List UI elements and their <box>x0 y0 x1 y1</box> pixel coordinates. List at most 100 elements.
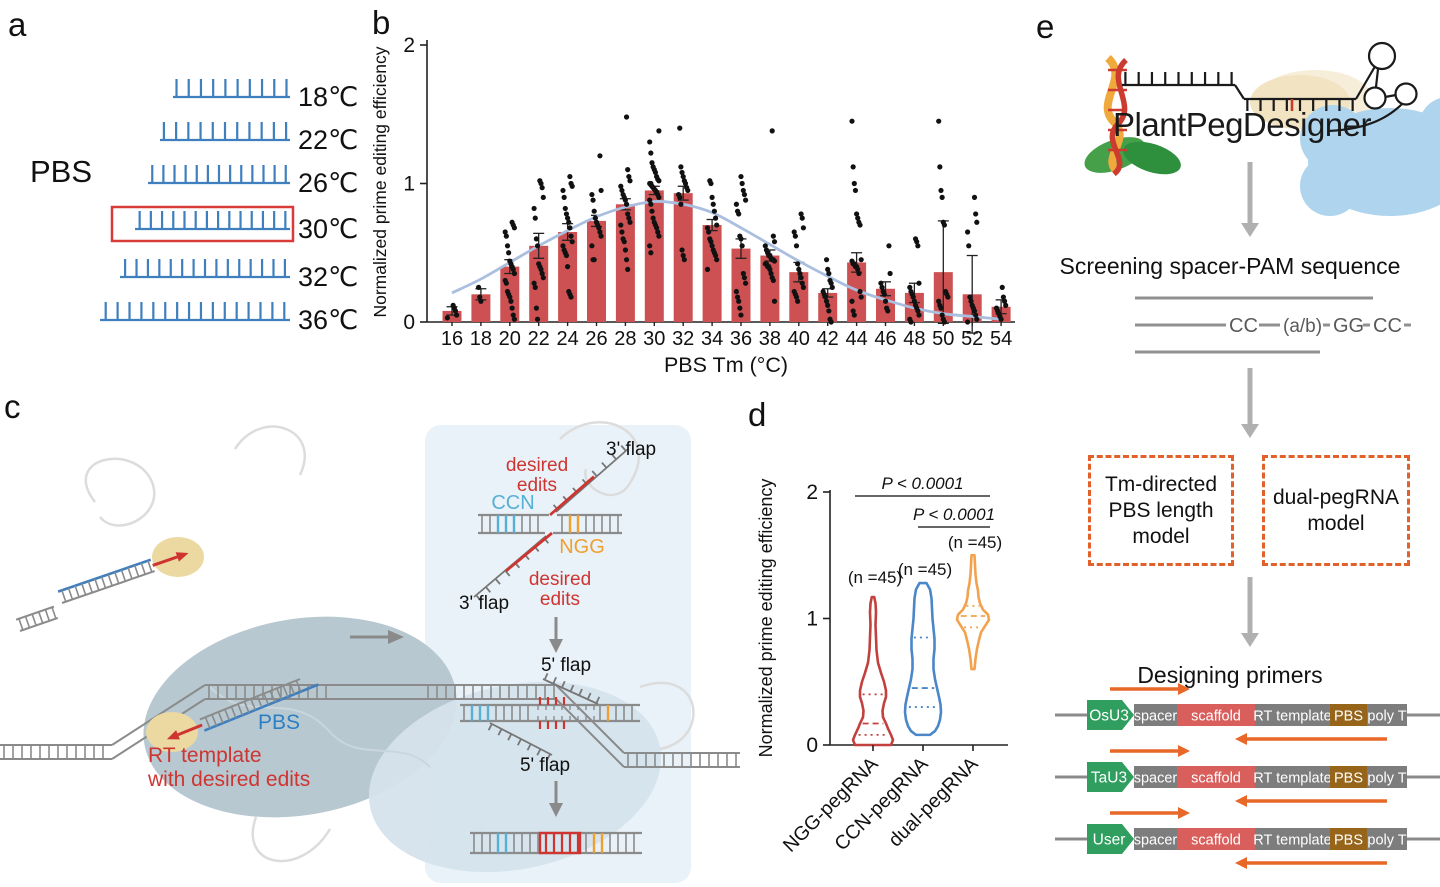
pbs-comb-32℃ <box>120 259 290 279</box>
ccn-label: CCN <box>491 492 534 514</box>
panel-c-label: c <box>4 388 21 425</box>
segment-scaffold <box>1177 828 1255 850</box>
segment-spacer <box>1134 766 1177 788</box>
segment-spacer <box>1134 704 1177 726</box>
tm-model-box: Tm-directed PBS length model <box>1088 455 1234 566</box>
p-value-label: P < 0.0001 <box>913 505 995 524</box>
pbs-comb-30℃ <box>135 211 290 231</box>
ngg-label: NGG <box>559 536 605 558</box>
segment-PBS <box>1330 704 1367 726</box>
segment-label: scaffold <box>1191 771 1241 787</box>
segment-label: RT template <box>1253 709 1331 725</box>
segment-RT template <box>1255 704 1330 726</box>
trend-curve <box>451 200 1002 321</box>
flap3-top-label: 3' flap <box>606 439 656 460</box>
x-tick-label: 22 <box>528 328 550 350</box>
construct-row-User: User spacer scaffold RT template PBS poly T <box>1055 807 1440 869</box>
segment-label: poly T <box>1367 709 1406 725</box>
cloud-shape <box>1300 98 1440 216</box>
dna-helix-icon <box>1103 55 1129 177</box>
panel-e-workflow: PlantPegDesigner CC (a/b) GG CC OsU3 spacer sca… <box>1055 41 1440 869</box>
promoter-label: TaU3 <box>1091 770 1127 787</box>
panel-d-violin-chart: 0 1 2 Normalized prime editing efficiency (n… <box>756 474 1008 857</box>
pbs-highlight-box <box>110 205 295 243</box>
segment-RT template <box>1255 828 1330 850</box>
to-box-arrowhead <box>388 630 404 644</box>
x-tick-label: 30 <box>643 328 665 350</box>
segment-RT template <box>1255 766 1330 788</box>
construct-row-TaU3: TaU3 spacer scaffold RT template PBS poly T <box>1055 745 1440 807</box>
x-tick-label: 38 <box>759 328 781 350</box>
segment-label: scaffold <box>1191 833 1241 849</box>
x-tick-label: 32 <box>672 328 694 350</box>
dual-model-line2: model <box>1307 511 1365 535</box>
segment-label: scaffold <box>1191 709 1241 725</box>
bar-18 <box>471 294 491 322</box>
violin-CCN-pegRNA <box>903 581 943 737</box>
tm-model-line1: Tm-directed <box>1104 472 1218 496</box>
bar-16 <box>442 310 462 322</box>
seq-cc1: CC <box>1229 315 1258 337</box>
construct-row-OsU3: OsU3 spacer scaffold RT template PBS poly T <box>1055 683 1440 745</box>
step2-flaps: 5' flap <box>460 673 640 776</box>
rt-arrowhead-bottom <box>166 730 180 740</box>
promoter-arrow <box>1087 762 1134 792</box>
panel-a-label: a <box>8 6 27 43</box>
x-tick-label: 42 <box>817 328 839 350</box>
bar-36 <box>731 248 751 322</box>
seq-cc2: CC <box>1373 315 1402 337</box>
pbs-temp-label: 32℃ <box>298 262 358 292</box>
group-label: dual-pegRNA <box>884 753 982 851</box>
x-tick-label: 24 <box>556 328 578 350</box>
y-tick-label: 0 <box>806 734 818 757</box>
pbs-comb-22℃ <box>160 122 290 142</box>
x-tick-label: 34 <box>701 328 723 350</box>
segment-scaffold <box>1177 766 1255 788</box>
segment-poly T <box>1367 766 1407 788</box>
panel-b-label: b <box>372 4 391 41</box>
desired-edits-2b: edits <box>540 589 580 610</box>
bar-24 <box>558 231 578 322</box>
segment-label: RT template <box>1253 833 1331 849</box>
segment-label: poly T <box>1367 771 1406 787</box>
violin-NGG-pegRNA <box>851 595 895 747</box>
step3-edited-dna <box>470 831 642 855</box>
segment-label: spacer <box>1134 709 1178 725</box>
bars <box>442 190 1011 322</box>
bar-44 <box>847 262 867 322</box>
spacer-pam-lines: CC (a/b) GG CC <box>1135 296 1411 354</box>
rt-enzyme-bottom <box>146 712 198 752</box>
flap5-bottom <box>487 722 553 761</box>
rt-arrowhead-top <box>175 552 189 562</box>
promoter-arrow <box>1087 824 1134 854</box>
desired-edits-1a: desired <box>506 455 568 476</box>
pegrna-loops <box>84 421 695 868</box>
x-tick-label: 40 <box>788 328 810 350</box>
segment-label: PBS <box>1334 709 1363 725</box>
blob-detail <box>209 686 431 768</box>
flap5-top <box>542 673 601 705</box>
cas9-blob-right <box>368 681 662 873</box>
pbs-temp-label: 30℃ <box>298 214 358 244</box>
x-tick-label: 16 <box>441 328 463 350</box>
x-tick-label: 46 <box>874 328 896 350</box>
y-tick-label: 0 <box>403 311 415 334</box>
x-tick-label: 50 <box>932 328 954 350</box>
b-y-axis-title: Normalized prime editing efficiency <box>370 46 390 317</box>
promoter-label: User <box>1093 832 1126 849</box>
tm-model-line2: PBS length <box>1108 498 1214 522</box>
pegrna-duplex-bottom <box>166 678 319 740</box>
segment-spacer <box>1134 828 1177 850</box>
n-label: (n =45) <box>948 533 1002 552</box>
x-tick-label: 28 <box>614 328 636 350</box>
segment-label: PBS <box>1334 833 1363 849</box>
step1-flaps: 3' flapdesirededitsCCNNGGdesirededits3' … <box>459 439 656 614</box>
d-y-axis-title: Normalized prime editing efficiency <box>756 479 776 758</box>
pbs-temp-label: 18℃ <box>298 82 358 112</box>
pbs-temp-label: 36℃ <box>298 305 358 335</box>
rt-template-label-2: with desired edits <box>147 768 310 791</box>
x-tick-label: 20 <box>499 328 521 350</box>
panel-a-diagram: PBS 18℃ 22℃ 26℃ 30℃ 32℃ 36℃ <box>30 79 358 335</box>
x-tick-label: 26 <box>585 328 607 350</box>
